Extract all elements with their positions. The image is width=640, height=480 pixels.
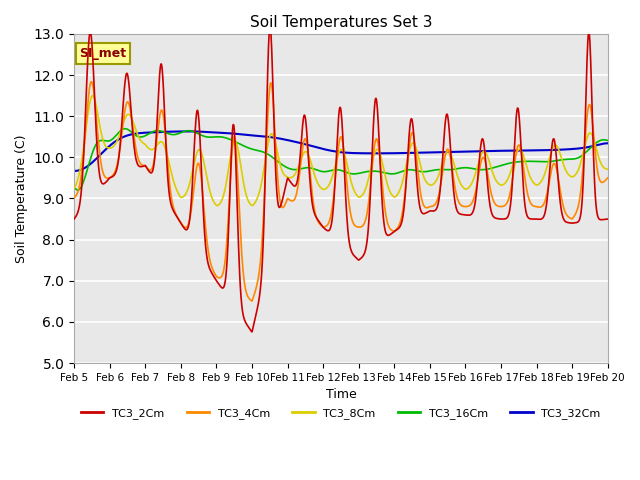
X-axis label: Time: Time bbox=[326, 388, 356, 401]
Title: Soil Temperatures Set 3: Soil Temperatures Set 3 bbox=[250, 15, 432, 30]
Y-axis label: Soil Temperature (C): Soil Temperature (C) bbox=[15, 134, 28, 263]
Text: SI_met: SI_met bbox=[79, 47, 127, 60]
Legend: TC3_2Cm, TC3_4Cm, TC3_8Cm, TC3_16Cm, TC3_32Cm: TC3_2Cm, TC3_4Cm, TC3_8Cm, TC3_16Cm, TC3… bbox=[77, 404, 605, 423]
